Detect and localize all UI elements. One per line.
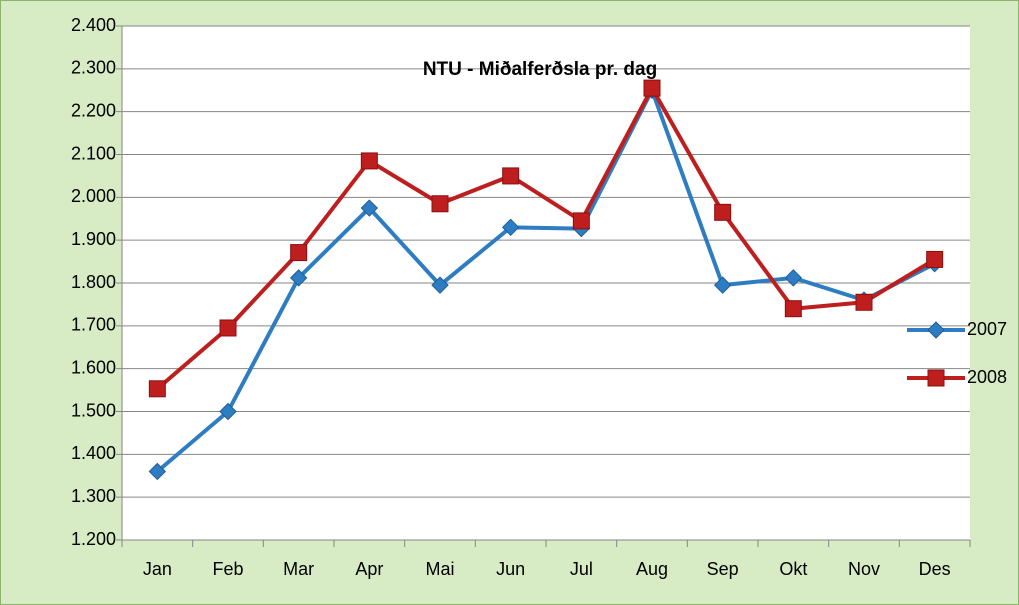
legend-label: 2007 bbox=[967, 319, 1007, 339]
point-marker bbox=[360, 152, 378, 170]
x-tick-label: Sep bbox=[707, 559, 739, 579]
series-line bbox=[156, 86, 936, 391]
chart-title: NTU - Miðalferðsla pr. dag bbox=[423, 59, 657, 80]
y-tick-label: 2.000 bbox=[71, 186, 116, 206]
x-tick-label: Des bbox=[919, 559, 951, 579]
point-marker bbox=[219, 319, 237, 337]
legend-marker bbox=[927, 369, 945, 387]
y-tick-label: 2.400 bbox=[71, 15, 116, 35]
x-tick-label: Mar bbox=[283, 559, 314, 579]
point-marker bbox=[714, 203, 732, 221]
series-line bbox=[156, 88, 936, 473]
y-tick-label: 1.500 bbox=[71, 400, 116, 420]
y-tick-label: 2.300 bbox=[71, 58, 116, 78]
point-marker bbox=[148, 380, 166, 398]
point-marker bbox=[926, 250, 944, 268]
y-tick-label: 1.400 bbox=[71, 443, 116, 463]
y-tick-label: 2.200 bbox=[71, 100, 116, 120]
y-tick-label: 1.900 bbox=[71, 229, 116, 249]
point-marker bbox=[431, 276, 449, 294]
point-marker bbox=[713, 276, 732, 294]
x-tick-label: Feb bbox=[212, 559, 243, 579]
point-marker bbox=[572, 212, 590, 230]
series-layer bbox=[148, 79, 944, 481]
x-tick-label: Jun bbox=[496, 559, 525, 579]
point-marker bbox=[643, 79, 661, 97]
x-tick-label: Jan bbox=[143, 559, 172, 579]
point-marker bbox=[431, 195, 449, 213]
point-marker bbox=[784, 300, 802, 318]
point-marker bbox=[502, 167, 520, 185]
point-marker bbox=[290, 244, 308, 262]
x-tick-label: Jul bbox=[570, 559, 593, 579]
legend-marker bbox=[927, 321, 945, 339]
point-marker bbox=[855, 293, 873, 311]
y-tick-label: 1.300 bbox=[71, 486, 116, 506]
point-marker bbox=[219, 402, 237, 421]
y-tick-label: 1.800 bbox=[71, 272, 116, 292]
y-tick-label: 2.100 bbox=[71, 143, 116, 163]
point-marker bbox=[148, 462, 167, 481]
x-tick-label: Aug bbox=[636, 559, 668, 579]
grid bbox=[116, 25, 971, 547]
point-marker bbox=[784, 269, 803, 287]
x-tick-label: Apr bbox=[355, 559, 383, 579]
x-tick-label: Okt bbox=[779, 559, 807, 579]
y-tick-label: 1.700 bbox=[71, 315, 116, 335]
y-tick-label: 1.600 bbox=[71, 357, 116, 377]
y-tick-label: 1.200 bbox=[71, 529, 116, 549]
legend-label: 2008 bbox=[967, 367, 1007, 387]
x-tick-label: Mai bbox=[425, 559, 454, 579]
x-tick-label: Nov bbox=[848, 559, 880, 579]
point-marker bbox=[289, 269, 308, 287]
point-marker bbox=[501, 218, 520, 237]
point-marker bbox=[360, 199, 379, 217]
